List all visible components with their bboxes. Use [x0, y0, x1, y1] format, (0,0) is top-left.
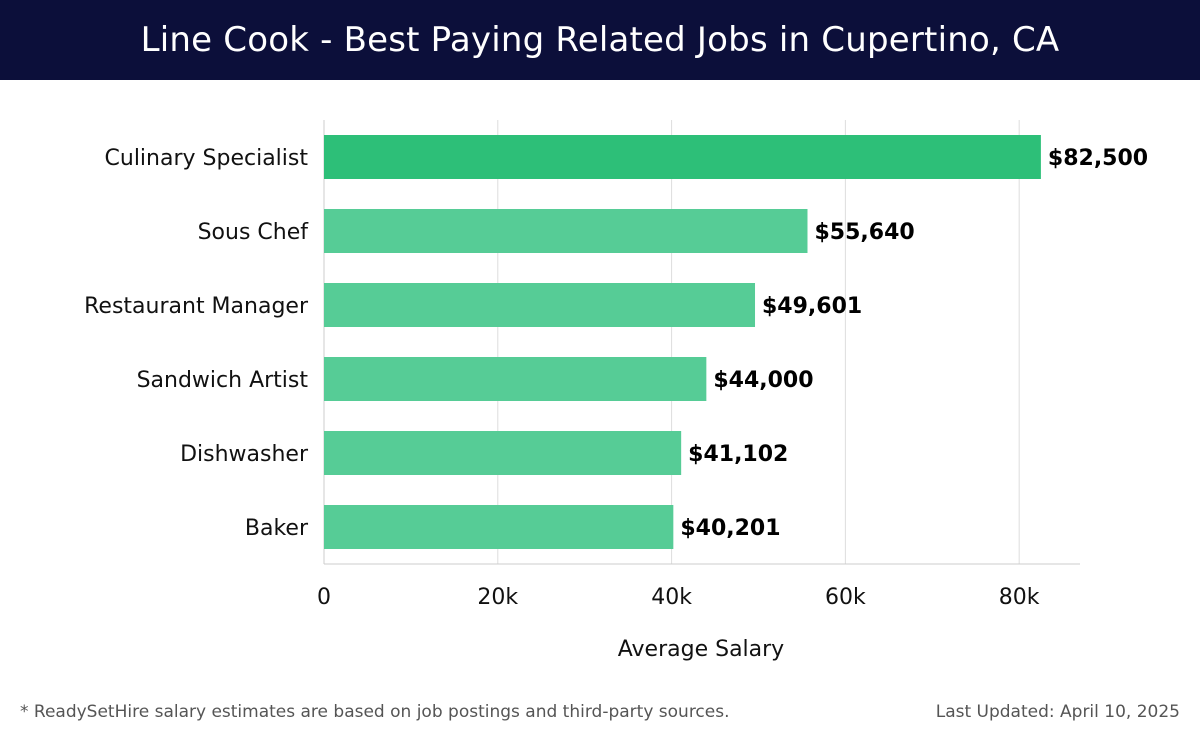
value-label: $49,601: [762, 294, 862, 319]
value-label: $44,000: [713, 368, 813, 393]
bar: [324, 135, 1041, 179]
bar: [324, 505, 674, 549]
value-label: $82,500: [1048, 146, 1148, 171]
bar: [324, 431, 682, 475]
x-tick-label: 60k: [825, 585, 866, 610]
value-label: $41,102: [688, 442, 788, 467]
labels: 0 20k 40k 60k 80k Culinary Specialist $82,500 S…: [84, 146, 1148, 610]
grid-lines: [323, 120, 1080, 565]
bar: [324, 357, 707, 401]
bars: [324, 135, 1041, 549]
category-label: Dishwasher: [180, 442, 309, 467]
bar-chart: 0 20k 40k 60k 80k Culinary Specialist $82,500 S…: [84, 120, 1148, 662]
category-label: Restaurant Manager: [84, 294, 309, 319]
chart-header: Line Cook - Best Paying Related Jobs in …: [0, 0, 1200, 80]
category-label: Sandwich Artist: [137, 368, 309, 393]
x-tick-label: 80k: [999, 585, 1040, 610]
category-label: Baker: [245, 516, 309, 541]
bar: [324, 209, 808, 253]
x-axis-title: Average Salary: [618, 637, 784, 662]
value-label: $55,640: [814, 220, 914, 245]
x-tick-label: 20k: [477, 585, 518, 610]
x-tick-label: 0: [317, 585, 331, 610]
footnote: * ReadySetHire salary estimates are base…: [20, 702, 730, 722]
category-label: Sous Chef: [198, 220, 310, 245]
x-tick-label: 40k: [651, 585, 692, 610]
category-label: Culinary Specialist: [105, 146, 309, 171]
bar: [324, 283, 756, 327]
value-label: $40,201: [680, 516, 780, 541]
chart-title: Line Cook - Best Paying Related Jobs in …: [140, 20, 1060, 60]
last-updated: Last Updated: April 10, 2025: [935, 702, 1180, 722]
